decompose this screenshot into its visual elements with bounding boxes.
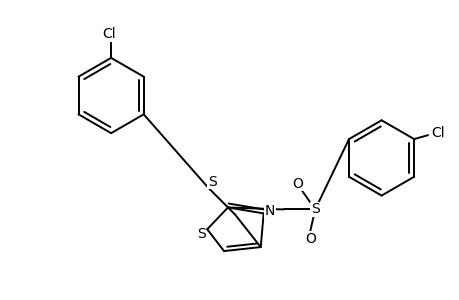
Text: Cl: Cl [430, 126, 444, 140]
Text: N: N [264, 204, 274, 218]
Text: O: O [291, 177, 302, 191]
Text: S: S [207, 175, 216, 189]
Text: Cl: Cl [102, 27, 116, 41]
Text: O: O [304, 232, 315, 246]
Text: S: S [310, 202, 319, 216]
Text: S: S [196, 227, 205, 241]
